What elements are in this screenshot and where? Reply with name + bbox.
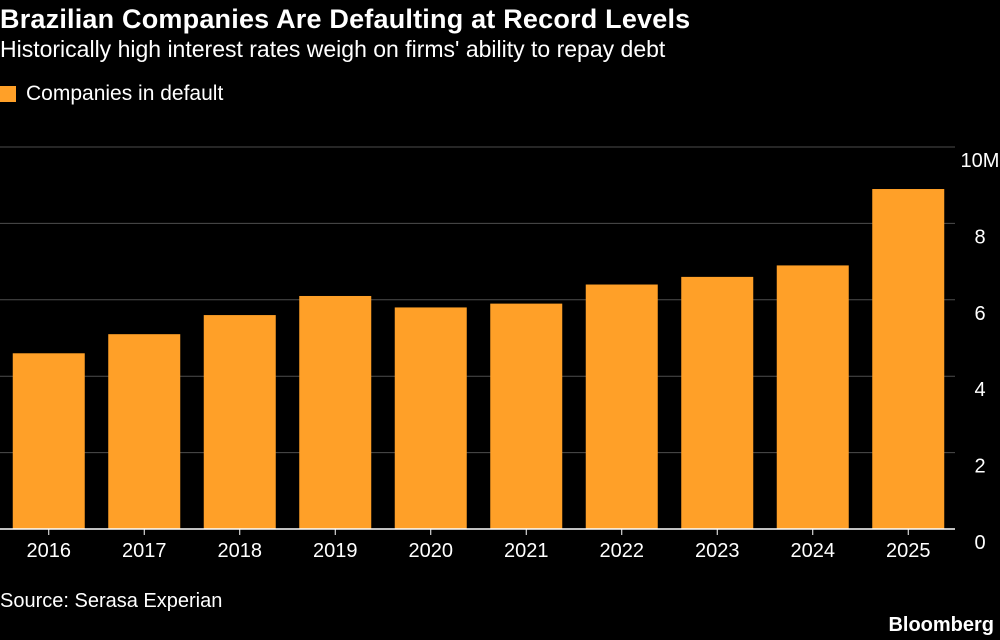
bar bbox=[585, 284, 658, 529]
x-tick-label: 2023 bbox=[695, 540, 740, 562]
chart-title: Brazilian Companies Are Defaulting at Re… bbox=[0, 4, 691, 34]
bar bbox=[108, 334, 181, 529]
bar bbox=[203, 315, 276, 529]
bar bbox=[872, 189, 945, 529]
bar bbox=[12, 353, 85, 529]
bar bbox=[776, 265, 849, 529]
x-tick-label: 2022 bbox=[600, 540, 645, 562]
bar bbox=[394, 307, 467, 529]
bar-chart: 0 2 4 6 8 10M 2016 2017 2018 2019 2020 2021 2022 2023… bbox=[0, 146, 1000, 562]
source-note: Source: Serasa Experian bbox=[0, 590, 223, 612]
x-tick-label: 2018 bbox=[218, 540, 263, 562]
legend: Companies in default bbox=[0, 82, 223, 106]
x-tick-label: 2017 bbox=[122, 540, 167, 562]
bloomberg-logo: Bloomberg bbox=[888, 614, 994, 636]
legend-swatch bbox=[0, 86, 16, 102]
y-tick-label: 0 bbox=[974, 532, 985, 554]
x-tick-label: 2024 bbox=[791, 540, 836, 562]
x-tick-label: 2019 bbox=[313, 540, 358, 562]
chart-subtitle: Historically high interest rates weigh o… bbox=[0, 36, 666, 62]
y-tick-label: 6 bbox=[974, 303, 985, 325]
bar bbox=[299, 295, 372, 529]
x-tick-label: 2021 bbox=[504, 540, 549, 562]
x-tick-label: 2025 bbox=[886, 540, 931, 562]
bar bbox=[490, 303, 563, 529]
y-tick-label: 2 bbox=[974, 456, 985, 478]
bar bbox=[681, 276, 754, 529]
legend-label: Companies in default bbox=[26, 82, 224, 105]
y-tick-label: 10M bbox=[961, 150, 1000, 172]
y-tick-label: 8 bbox=[974, 226, 985, 248]
y-tick-label: 4 bbox=[974, 379, 985, 401]
x-tick-label: 2020 bbox=[409, 540, 454, 562]
x-tick-label: 2016 bbox=[27, 540, 72, 562]
